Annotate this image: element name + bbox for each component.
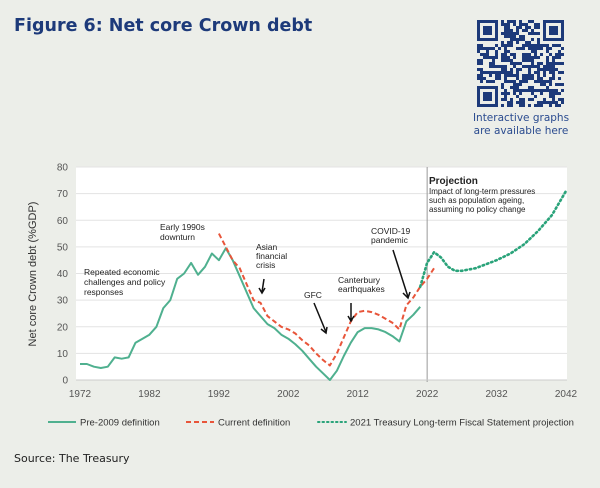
series-line-solid bbox=[80, 247, 421, 381]
annotation-line: responses bbox=[84, 287, 123, 297]
annotation-line: downturn bbox=[160, 232, 195, 242]
figure-title: Figure 6: Net core Crown debt bbox=[14, 16, 313, 36]
x-tick-label: 2012 bbox=[347, 389, 370, 400]
arrow-asian-crisis bbox=[258, 278, 266, 295]
y-tick-label: 50 bbox=[57, 242, 69, 253]
y-tick-label: 70 bbox=[57, 189, 69, 200]
annotation-line: Early 1990s bbox=[160, 222, 205, 232]
x-tick-label: 2042 bbox=[555, 389, 578, 400]
annotation-line: Repeated economic bbox=[84, 267, 160, 277]
y-tick-label: 0 bbox=[62, 376, 68, 387]
y-tick-label: 10 bbox=[57, 349, 69, 360]
annotation-line: challenges and policy bbox=[84, 277, 166, 287]
annotation-early-1990s: Early 1990s downturn bbox=[160, 222, 205, 242]
y-tick-label: 30 bbox=[57, 296, 69, 307]
qr-code-icon[interactable] bbox=[477, 20, 564, 107]
arrow-gfc bbox=[313, 302, 328, 335]
annotation-line: Impact of long-term pressures bbox=[429, 187, 535, 196]
x-tick-label: 2032 bbox=[485, 389, 508, 400]
annotation-line: crisis bbox=[256, 260, 275, 270]
annotation-line: assuming no policy change bbox=[429, 205, 526, 214]
annotation-projection-note: Impact of long-term pressures such as pop… bbox=[429, 187, 535, 214]
annotation-gfc: GFC bbox=[304, 290, 322, 300]
x-tick-label: 2002 bbox=[277, 389, 300, 400]
series-line-dotted bbox=[418, 189, 568, 289]
annotation-line: Asian bbox=[256, 242, 278, 252]
series-line-dashed bbox=[218, 233, 435, 367]
qr-caption-line1: Interactive graphs bbox=[472, 112, 570, 124]
annotation-line: earthquakes bbox=[338, 284, 385, 294]
x-tick-label: 1982 bbox=[138, 389, 161, 400]
y-tick-label: 60 bbox=[57, 216, 69, 227]
legend-label: Pre-2009 definition bbox=[80, 418, 160, 429]
y-axis-label: Net core Crown debt (%GDP) bbox=[27, 202, 39, 347]
legend-label: Current definition bbox=[218, 418, 290, 429]
y-tick-label: 40 bbox=[57, 269, 69, 280]
annotation-arrows bbox=[258, 249, 411, 335]
source-note: Source: The Treasury bbox=[14, 452, 130, 465]
annotation-line: financial bbox=[256, 251, 287, 261]
annotation-covid: COVID-19 pandemic bbox=[371, 226, 410, 245]
x-tick-label: 1972 bbox=[69, 389, 92, 400]
arrow-covid bbox=[392, 249, 411, 300]
annotation-repeated: Repeated economic challenges and policy re… bbox=[84, 267, 166, 297]
y-tick-label: 20 bbox=[57, 322, 69, 333]
annotation-line: pandemic bbox=[371, 235, 409, 245]
qr-caption-line2: are available here bbox=[473, 125, 569, 137]
annotation-line: Canterbury bbox=[338, 275, 381, 285]
x-tick-label: 2022 bbox=[416, 389, 439, 400]
annotations: Repeated economic challenges and policy re… bbox=[84, 176, 535, 300]
arrow-canterbury bbox=[347, 303, 355, 323]
legend-label: 2021 Treasury Long-term Fiscal Statement… bbox=[350, 418, 574, 429]
annotation-line: COVID-19 bbox=[371, 226, 410, 236]
x-tick-label: 1992 bbox=[208, 389, 231, 400]
annotation-projection: Projection bbox=[429, 176, 478, 187]
annotation-canterbury: Canterbury earthquakes bbox=[338, 275, 385, 294]
annotation-line: such as population ageing, bbox=[429, 196, 524, 205]
y-tick-label: 80 bbox=[57, 163, 69, 174]
debt-chart: 0 10 20 30 40 50 60 70 80 1972 1982 1992 2002 2012 202… bbox=[27, 163, 578, 429]
annotation-asian-crisis: Asian financial crisis bbox=[256, 242, 287, 270]
